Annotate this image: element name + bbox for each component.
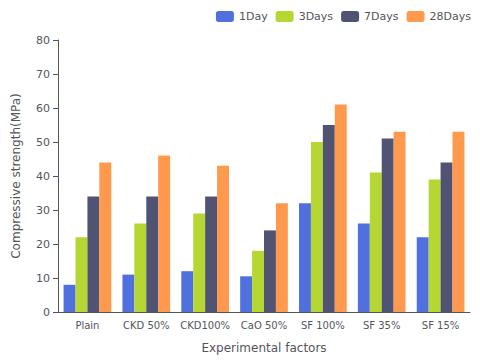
svg-text:1Day: 1Day (239, 10, 268, 23)
svg-text:Experimental factors: Experimental factors (201, 341, 326, 355)
svg-text:SF 100%: SF 100% (301, 320, 345, 331)
svg-text:Plain: Plain (75, 320, 99, 331)
svg-text:20: 20 (36, 238, 50, 251)
svg-text:80: 80 (36, 34, 50, 47)
svg-text:40: 40 (36, 170, 50, 183)
svg-text:Compressive strength(MPa): Compressive strength(MPa) (9, 93, 23, 259)
svg-text:30: 30 (36, 204, 50, 217)
svg-text:CaO 50%: CaO 50% (241, 320, 287, 331)
svg-text:SF 35%: SF 35% (363, 320, 401, 331)
svg-text:70: 70 (36, 68, 50, 81)
svg-text:10: 10 (36, 272, 50, 285)
svg-text:7Days: 7Days (364, 10, 399, 23)
svg-text:28Days: 28Days (430, 10, 472, 23)
svg-text:60: 60 (36, 102, 50, 115)
svg-text:3Days: 3Days (299, 10, 334, 23)
svg-text:CKD 50%: CKD 50% (123, 320, 170, 331)
svg-text:0: 0 (43, 306, 50, 319)
svg-text:CKD100%: CKD100% (180, 320, 230, 331)
svg-text:50: 50 (36, 136, 50, 149)
svg-text:SF 15%: SF 15% (422, 320, 460, 331)
